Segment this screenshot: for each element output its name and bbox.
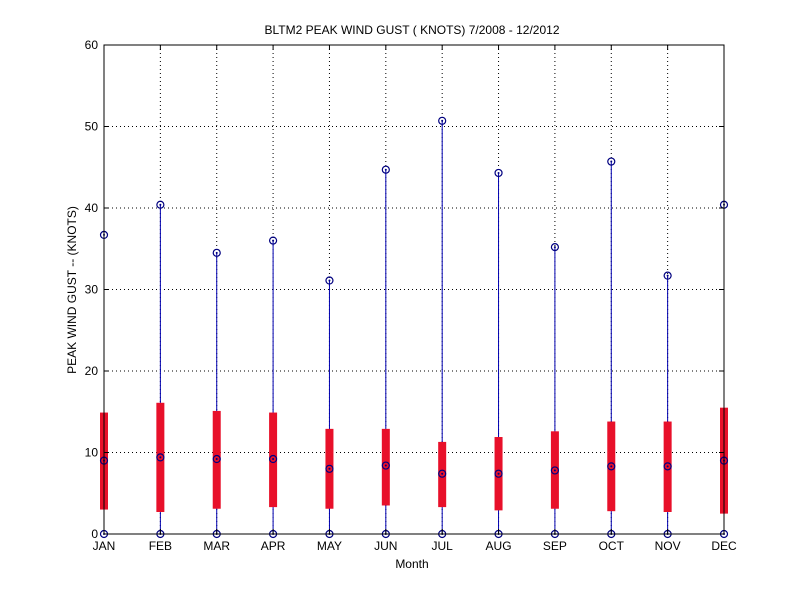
y-tick-label: 40 xyxy=(85,201,99,215)
max-marker-dot-nov xyxy=(666,274,669,277)
max-marker-dot-aug xyxy=(497,171,500,174)
max-marker-dot-sep xyxy=(553,246,556,249)
x-tick-label-feb: FEB xyxy=(149,539,172,553)
max-marker-aug xyxy=(494,168,503,178)
max-marker-dot-may xyxy=(328,279,331,282)
median-marker-jul xyxy=(438,469,447,478)
x-tick-label-jan: JAN xyxy=(93,539,116,553)
max-marker-dot-feb xyxy=(159,203,162,206)
max-marker-may xyxy=(325,276,334,285)
median-marker-oct xyxy=(607,462,616,471)
median-marker-dot-sep xyxy=(553,469,556,472)
x-tick-label-jun: JUN xyxy=(374,539,397,553)
chart-title: BLTM2 PEAK WIND GUST ( KNOTS) 7/2008 - 1… xyxy=(265,23,560,37)
y-tick-label: 30 xyxy=(85,283,99,297)
median-marker-dot-nov xyxy=(666,465,669,468)
median-marker-may xyxy=(325,464,334,473)
max-marker-feb xyxy=(156,200,165,209)
median-marker-dot-apr xyxy=(272,458,275,461)
x-tick-label-jul: JUL xyxy=(432,539,454,553)
tick-labels: 0 10 20 30 40 50 60 JAN FEB MAR APR MAY JUN JUL AUG SEP… xyxy=(85,38,737,553)
median-marker-dot-may xyxy=(328,467,331,470)
max-marker-dot-apr xyxy=(272,239,275,242)
y-tick-label: 60 xyxy=(85,38,99,52)
max-marker-mar xyxy=(212,248,221,257)
median-marker-dot-aug xyxy=(497,472,500,475)
median-marker-feb xyxy=(156,453,165,462)
data-series xyxy=(99,116,729,539)
max-marker-dot-jul xyxy=(441,119,444,122)
x-tick-label-may: MAY xyxy=(317,539,342,553)
median-marker-sep xyxy=(550,466,560,475)
y-axis-label: PEAK WIND GUST -- (KNOTS) xyxy=(65,206,79,374)
median-marker-mar xyxy=(212,454,221,464)
median-marker-dot-jul xyxy=(441,472,444,475)
y-tick-label: 20 xyxy=(85,364,99,378)
median-marker-apr xyxy=(268,454,278,464)
median-marker-dot-mar xyxy=(215,458,218,461)
x-tick-label-oct: OCT xyxy=(599,539,625,553)
x-tick-label-sep: SEP xyxy=(543,539,567,553)
median-marker-aug xyxy=(494,469,503,478)
x-tick-label-nov: NOV xyxy=(655,539,681,553)
max-marker-jun xyxy=(381,165,390,174)
x-tick-label-apr: APR xyxy=(261,539,286,553)
median-marker-dot-feb xyxy=(159,456,162,459)
grid-lines xyxy=(104,45,724,534)
median-marker-dot-oct xyxy=(610,465,613,468)
x-tick-label-mar: MAR xyxy=(203,539,230,553)
max-marker-dot-oct xyxy=(610,160,613,163)
max-marker-nov xyxy=(663,271,672,280)
max-marker-apr xyxy=(268,236,278,245)
x-tick-label-aug: AUG xyxy=(486,539,512,553)
y-tick-label: 0 xyxy=(91,527,98,541)
x-tick-label-dec: DEC xyxy=(711,539,737,553)
max-marker-sep xyxy=(550,243,560,252)
box-jun xyxy=(381,428,390,506)
max-marker-oct xyxy=(607,157,616,166)
max-marker-dot-mar xyxy=(215,251,218,254)
x-axis-label: Month xyxy=(395,557,428,571)
median-marker-nov xyxy=(663,462,672,471)
max-marker-dot-jun xyxy=(384,168,387,171)
y-tick-label: 50 xyxy=(85,120,99,134)
axes xyxy=(103,44,725,535)
max-marker-jul xyxy=(438,116,447,125)
y-tick-label: 10 xyxy=(85,446,99,460)
median-marker-jun xyxy=(381,461,390,470)
median-marker-dot-jun xyxy=(384,464,387,467)
